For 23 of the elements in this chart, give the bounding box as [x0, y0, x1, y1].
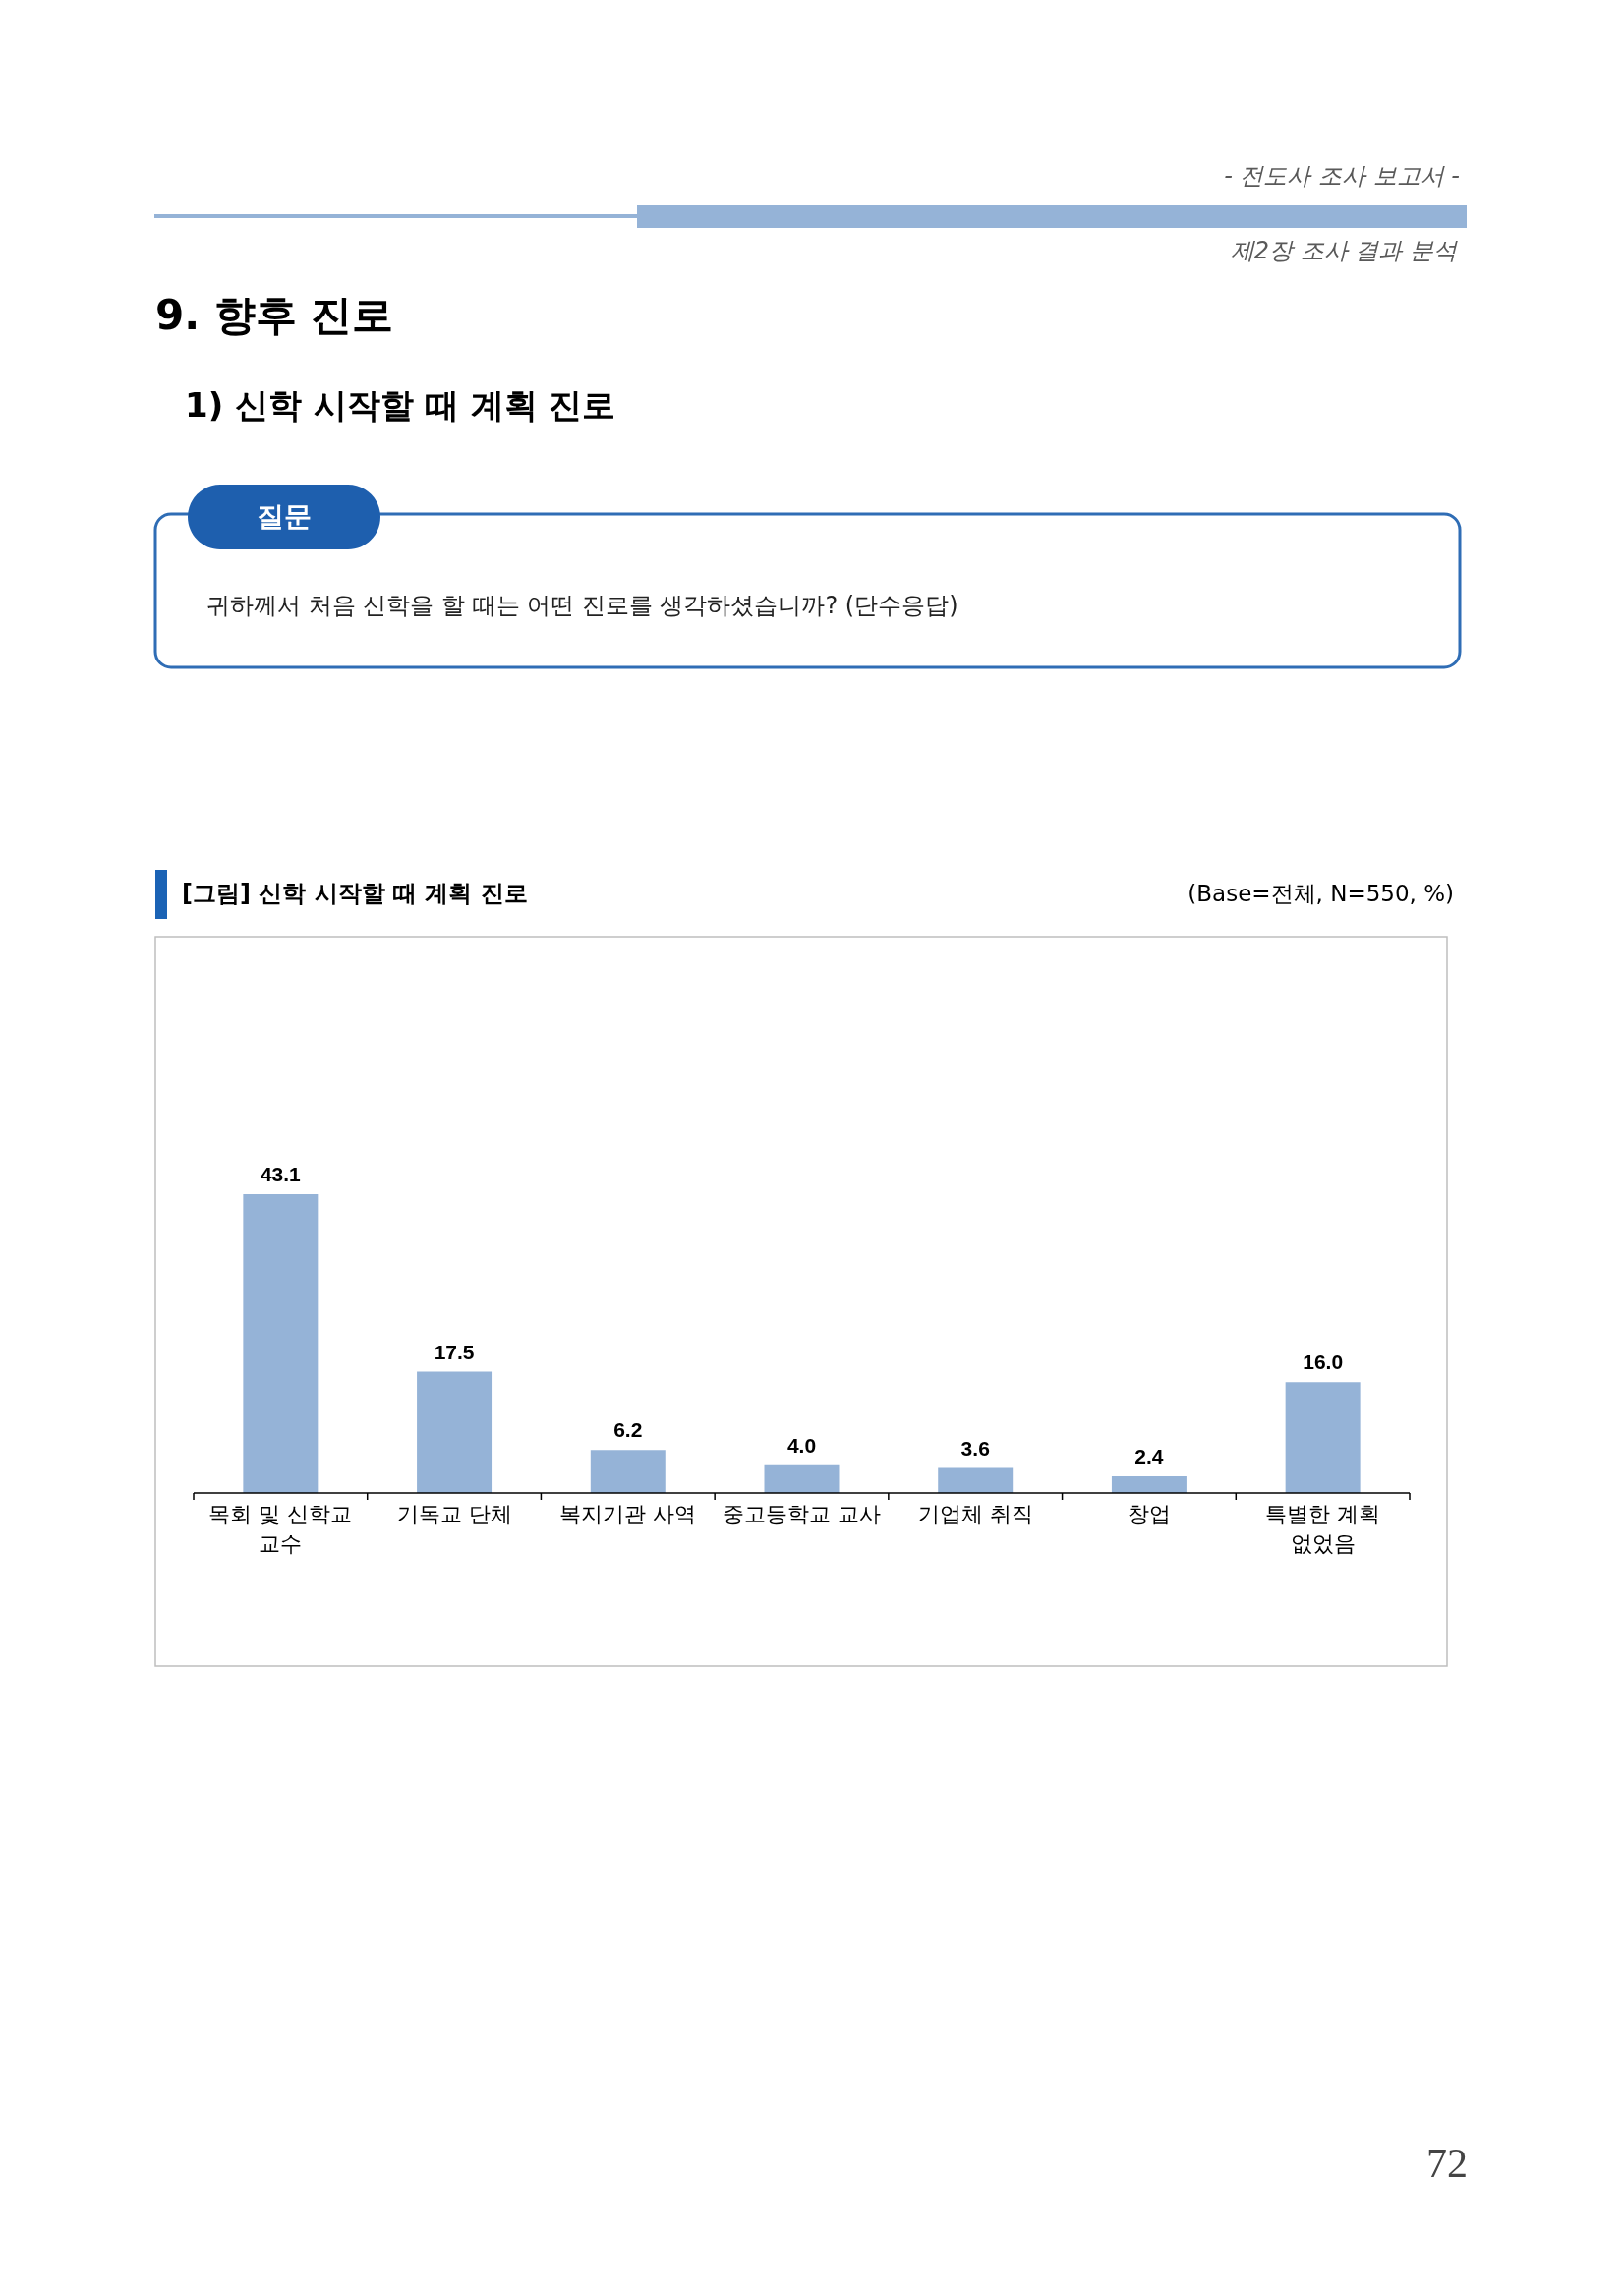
data-label: 43.1 — [260, 1163, 302, 1185]
x-tick-label: 복지기관 사역 — [559, 1502, 697, 1526]
data-label: 3.6 — [960, 1436, 990, 1460]
data-label: 6.2 — [613, 1418, 643, 1442]
chart-title: [그림] 신학 시작할 때 계획 진로 — [182, 880, 528, 907]
text: - 전도사 조사 보고서 - — [1224, 162, 1460, 190]
data-label: 17.5 — [434, 1340, 475, 1363]
text: 제2장 조사 결과 분석 — [1230, 237, 1458, 264]
x-tick-label: 창업 — [1127, 1502, 1171, 1526]
text: 72 — [1426, 2141, 1468, 2186]
text: (Base=전체, N=550, %) — [1188, 881, 1454, 906]
text: 1) 신학 시작할 때 계획 진로 — [185, 385, 616, 425]
data-label: 2.4 — [1134, 1445, 1164, 1468]
text: 질문 — [257, 500, 312, 533]
x-tick-label: 목회 및 신학교 교수 — [208, 1502, 353, 1556]
x-tick-label: 중고등학교 교사 — [723, 1502, 881, 1526]
text: 귀하께서 처음 신학을 할 때는 어떤 진로를 생각하셨습니까? (단수응답) — [206, 592, 958, 619]
data-label: 16.0 — [1303, 1350, 1344, 1374]
x-tick-label: 기업체 취직 — [917, 1502, 1033, 1526]
x-tick-label: 특별한 계획 없었음 — [1265, 1502, 1381, 1556]
data-label: 4.0 — [786, 1433, 817, 1457]
x-tick-label: 기독교 단체 — [396, 1502, 512, 1526]
text: 9. 향후 진로 — [155, 291, 394, 339]
